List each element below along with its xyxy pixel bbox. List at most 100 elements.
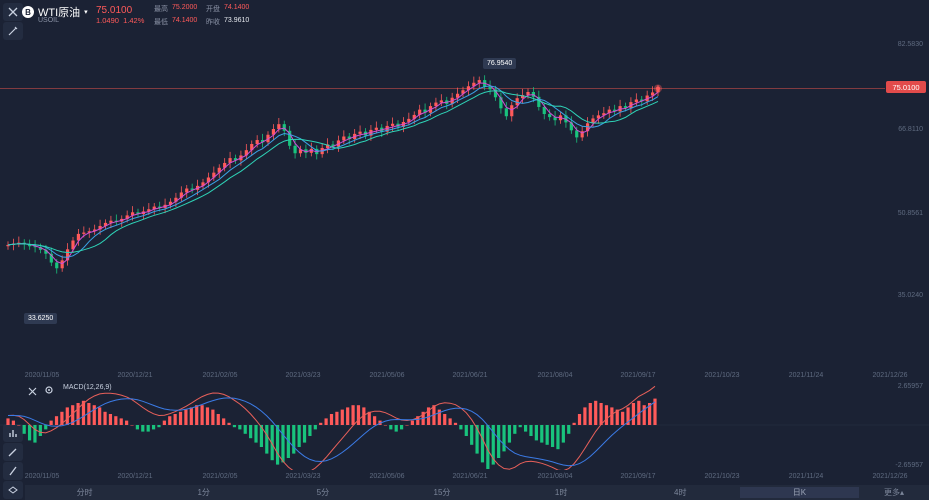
macd-histogram-bar xyxy=(319,422,323,425)
gear-icon xyxy=(45,386,53,394)
candle-body xyxy=(212,172,216,178)
timeframe-tab-fenshi[interactable]: 分时 xyxy=(76,488,93,497)
macd-histogram-bar xyxy=(87,403,91,425)
candle-body xyxy=(206,177,211,183)
symbol-code: USOIL xyxy=(38,17,60,24)
macd-histogram-bar xyxy=(561,425,565,443)
macd-histogram-bar xyxy=(275,425,280,465)
x-tick-label: 2021/10/23 xyxy=(704,473,740,480)
price-chart[interactable] xyxy=(0,0,929,380)
symbol-selector[interactable]: B WTI原油 ▾ xyxy=(22,4,88,20)
candle-body xyxy=(298,149,303,154)
macd-histogram-bar xyxy=(550,425,555,447)
candle-body xyxy=(374,127,378,130)
candle-body xyxy=(277,124,281,130)
x-tick-label: 2021/08/04 xyxy=(537,473,573,480)
macd-histogram-bar xyxy=(227,422,231,425)
macd-close-button[interactable] xyxy=(28,383,37,401)
macd-histogram-bar xyxy=(437,409,441,425)
timeframe-tab-15m[interactable]: 15分 xyxy=(433,488,451,497)
close-button[interactable] xyxy=(3,3,23,21)
candle-body xyxy=(575,130,579,138)
moving-average-line xyxy=(7,82,659,265)
candle-body xyxy=(439,100,443,103)
macd-histogram-bar xyxy=(125,420,129,425)
chart-bars-icon xyxy=(9,430,17,437)
drawing-menu-button[interactable] xyxy=(3,424,23,442)
macd-histogram-bar xyxy=(200,405,204,425)
macd-histogram-bar xyxy=(577,414,582,425)
candle-body xyxy=(260,140,265,143)
macd-histogram-bar xyxy=(81,400,86,425)
macd-histogram-bar xyxy=(416,416,420,425)
quote-value: 75.2000 xyxy=(172,4,198,11)
quote-label: 昨收 xyxy=(206,19,220,26)
pen-icon xyxy=(8,448,17,457)
last-price: 75.0100 xyxy=(96,5,133,16)
macd-histogram-bar xyxy=(173,414,177,425)
candle-body xyxy=(650,92,655,96)
change-pct: 1.42% xyxy=(123,16,145,25)
candle-body xyxy=(304,149,308,153)
timeframe-tab-1h[interactable]: 1时 xyxy=(554,488,568,497)
candle-body xyxy=(466,86,471,91)
line-tool-button[interactable] xyxy=(3,443,23,461)
layer-button[interactable] xyxy=(3,481,23,499)
macd-histogram-bar xyxy=(54,416,59,425)
timeframe-tab-1m[interactable]: 1分 xyxy=(197,488,210,497)
macd-title: MACD(12,26,9) xyxy=(63,384,112,391)
macd-histogram-bar xyxy=(324,418,328,425)
macd-histogram-bar xyxy=(292,425,296,454)
macd-histogram-bar xyxy=(297,425,301,447)
x-tick-label: 2020/11/05 xyxy=(24,473,60,480)
candle-body xyxy=(569,122,573,131)
candle-body xyxy=(147,209,151,212)
macd-chart[interactable] xyxy=(0,380,929,470)
change-abs: 1.0490 xyxy=(96,16,119,25)
macd-histogram-bar xyxy=(168,416,172,425)
candle-body xyxy=(640,99,644,102)
timeframe-tab-more[interactable]: 更多▴ xyxy=(883,488,904,497)
candle-body xyxy=(325,144,330,148)
timeframe-tab-4h[interactable]: 4时 xyxy=(674,488,687,497)
candle-body xyxy=(174,197,178,202)
candle-body xyxy=(434,102,438,107)
macd-histogram-bar xyxy=(610,407,614,425)
candle-body xyxy=(309,148,313,153)
macd-histogram-bar xyxy=(464,425,468,436)
draw-tool-button[interactable] xyxy=(3,22,23,40)
macd-histogram-bar xyxy=(308,425,312,436)
macd-settings-button[interactable] xyxy=(44,382,54,400)
candle-body xyxy=(136,212,140,215)
macd-histogram-bar xyxy=(65,407,69,425)
macd-histogram-bar xyxy=(534,425,538,441)
macd-histogram-bar xyxy=(513,425,517,434)
macd-histogram-bar xyxy=(259,425,264,447)
candle-body xyxy=(499,97,503,109)
macd-histogram-bar xyxy=(410,420,414,425)
moving-average-line xyxy=(7,90,659,254)
macd-histogram-bar xyxy=(195,405,199,425)
last-price-tag: 75.0100 xyxy=(886,81,926,93)
trend-tool-button[interactable] xyxy=(3,462,23,480)
macd-histogram-bar xyxy=(38,425,42,436)
macd-histogram-bar xyxy=(524,425,528,432)
candle-body xyxy=(423,109,427,113)
candle-body xyxy=(250,144,254,151)
macd-histogram-bar xyxy=(507,425,512,443)
macd-histogram-bar xyxy=(529,425,533,436)
x-tick-label: 2020/12/21 xyxy=(117,372,153,379)
macd-histogram-bar xyxy=(313,425,317,430)
quote-label: 最低 xyxy=(154,19,168,26)
candle-body xyxy=(158,206,162,208)
timeframe-tab-daily[interactable]: 日K xyxy=(739,487,859,498)
candle-body xyxy=(342,136,346,141)
candle-body xyxy=(553,117,557,121)
macd-histogram-bar xyxy=(281,425,285,463)
moving-average-line xyxy=(7,85,659,258)
candle-body xyxy=(596,115,601,119)
timeframe-tab-5m[interactable]: 5分 xyxy=(316,488,330,497)
candle-body xyxy=(244,150,248,156)
candle-body xyxy=(390,123,395,126)
macd-histogram-bar xyxy=(222,418,226,425)
